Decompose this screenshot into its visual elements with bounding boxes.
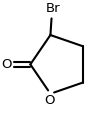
Text: O: O (44, 94, 54, 107)
Text: Br: Br (45, 2, 59, 15)
Text: O: O (1, 58, 12, 71)
